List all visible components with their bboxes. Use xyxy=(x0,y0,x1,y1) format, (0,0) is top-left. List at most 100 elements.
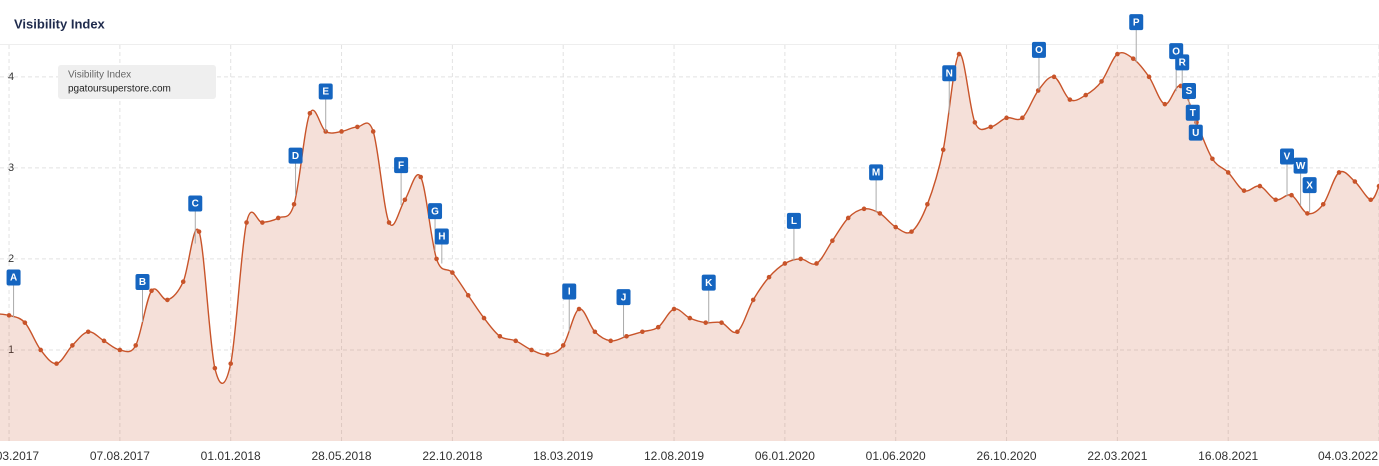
point xyxy=(450,270,455,275)
annotation-label: D xyxy=(292,151,299,162)
point xyxy=(38,347,44,353)
annotation-label: W xyxy=(1296,161,1306,172)
point xyxy=(1241,188,1247,193)
annotation-box xyxy=(1302,177,1317,194)
point xyxy=(719,320,724,325)
point xyxy=(893,224,899,230)
x-tick-label: 13.03.2017 xyxy=(0,449,39,463)
annotation-label: H xyxy=(438,232,445,243)
point xyxy=(275,215,281,221)
point xyxy=(1305,211,1310,216)
point xyxy=(940,147,946,152)
point xyxy=(877,211,883,216)
point xyxy=(465,293,471,298)
legend-title: Visibility Index xyxy=(68,70,131,81)
x-tick-label: 18.03.2019 xyxy=(533,449,593,463)
point xyxy=(212,365,218,371)
point xyxy=(909,229,914,234)
point xyxy=(1035,88,1041,93)
point xyxy=(925,202,930,207)
chart-title: Visibility Index xyxy=(14,16,106,31)
annotation-label: X xyxy=(1306,180,1313,191)
point xyxy=(608,338,614,344)
annotation-box xyxy=(1280,148,1295,165)
annotation-box xyxy=(434,228,449,245)
annotation-label: E xyxy=(322,87,329,98)
annotation-box xyxy=(288,147,303,164)
point xyxy=(196,229,202,234)
point xyxy=(1289,192,1294,198)
point xyxy=(861,206,867,212)
x-tick-label: 01.06.2020 xyxy=(866,449,926,463)
annotation-box xyxy=(1031,41,1046,58)
point xyxy=(956,51,962,57)
annotation-label: R xyxy=(1179,58,1187,69)
annotation-label: L xyxy=(791,216,797,227)
point xyxy=(735,329,740,335)
point xyxy=(355,124,360,130)
annotation-box xyxy=(1182,83,1197,100)
point xyxy=(1051,74,1057,80)
point xyxy=(1130,56,1136,61)
annotation-box xyxy=(188,195,203,212)
annotation-label: V xyxy=(1284,152,1291,163)
point xyxy=(750,297,756,303)
x-tick-label: 12.08.2019 xyxy=(644,449,704,463)
point xyxy=(1004,115,1009,121)
annotation-label: P xyxy=(1133,17,1140,28)
point xyxy=(117,347,123,353)
annotation-box xyxy=(616,289,631,306)
point xyxy=(798,256,804,262)
point xyxy=(830,238,835,244)
point xyxy=(766,274,772,280)
point xyxy=(133,343,139,348)
annotation-box xyxy=(428,203,443,220)
annotation-label: T xyxy=(1190,108,1196,119)
point xyxy=(814,261,819,266)
point xyxy=(101,338,107,344)
x-tick-label: 07.08.2017 xyxy=(90,449,150,463)
annotation-box xyxy=(318,83,333,100)
point xyxy=(402,197,408,203)
point xyxy=(1376,183,1379,189)
annotation-box xyxy=(6,269,21,286)
annotation-box xyxy=(1185,104,1200,121)
annotation-label: U xyxy=(1192,128,1199,139)
point xyxy=(260,220,265,225)
annotation-box xyxy=(1293,157,1308,174)
x-tick-label: 06.01.2020 xyxy=(755,449,815,463)
annotation-label: F xyxy=(398,160,404,171)
point xyxy=(481,315,487,321)
x-tick-label: 16.08.2021 xyxy=(1198,449,1258,463)
point xyxy=(1368,197,1374,203)
annotation-label: C xyxy=(192,199,199,210)
y-tick-label: 2 xyxy=(8,253,14,265)
annotation-box xyxy=(869,164,884,181)
legend-box xyxy=(58,65,216,99)
point xyxy=(687,315,693,321)
point xyxy=(165,297,170,303)
point xyxy=(1067,97,1073,102)
point xyxy=(671,306,677,312)
point xyxy=(513,338,519,344)
annotation-label: B xyxy=(139,277,146,288)
point xyxy=(1020,115,1025,121)
point xyxy=(418,174,424,180)
legend-entry: pgatoursuperstore.com xyxy=(68,84,171,95)
point xyxy=(54,361,59,366)
annotation-label: J xyxy=(621,292,627,303)
point xyxy=(576,306,582,312)
y-tick-label: 1 xyxy=(8,344,14,356)
annotation-box xyxy=(135,274,150,291)
point xyxy=(1210,156,1215,162)
point xyxy=(529,347,534,353)
point xyxy=(703,320,709,325)
point xyxy=(307,110,313,116)
y-tick-label: 4 xyxy=(8,71,14,83)
area xyxy=(0,52,1379,441)
point xyxy=(497,334,503,339)
point xyxy=(988,124,994,130)
x-tick-label: 04.03.2022 xyxy=(1318,449,1378,463)
point xyxy=(149,288,154,294)
